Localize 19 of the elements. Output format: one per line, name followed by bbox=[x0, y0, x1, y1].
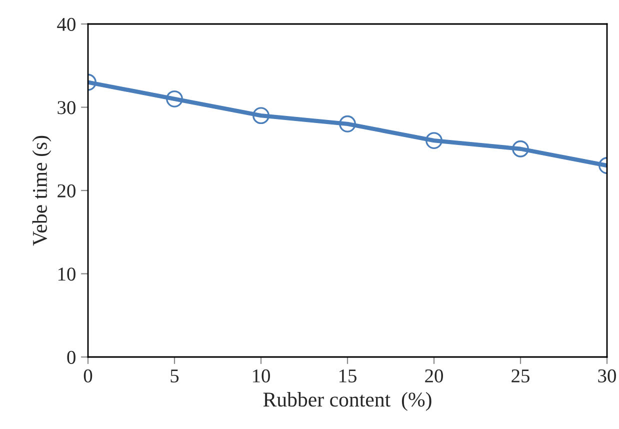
x-tick-label: 20 bbox=[425, 369, 443, 382]
point bbox=[166, 90, 183, 108]
point bbox=[512, 140, 529, 158]
y-axis-title: Vebe time (s) bbox=[32, 136, 52, 246]
x-tick-label: 30 bbox=[598, 369, 616, 382]
y-tick-label: 20 bbox=[58, 184, 76, 198]
y-tick-label: 0 bbox=[67, 350, 76, 364]
y-tick-label: 40 bbox=[57, 18, 76, 31]
x-tick-label: 10 bbox=[252, 369, 270, 382]
point bbox=[339, 115, 356, 132]
point bbox=[426, 132, 442, 150]
x-tick-label: 25 bbox=[512, 369, 530, 382]
x-tick-label: 5 bbox=[170, 370, 179, 382]
y-tick-label: 30 bbox=[58, 101, 76, 114]
y-tick-label: 10 bbox=[58, 268, 76, 281]
x-tick-label: 0 bbox=[84, 369, 92, 382]
point bbox=[252, 107, 270, 124]
x-tick-label: 15 bbox=[339, 369, 356, 382]
x-axis-title: Rubber content (%) bbox=[263, 392, 432, 411]
